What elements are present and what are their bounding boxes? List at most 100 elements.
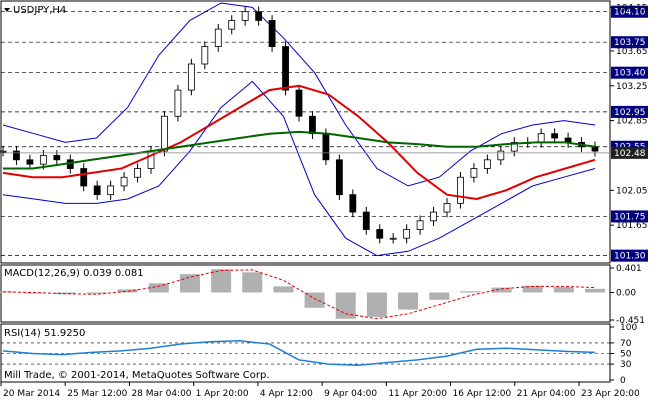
candle-body xyxy=(26,159,34,165)
price-level-label-box xyxy=(611,5,648,18)
macd-histogram-bar xyxy=(553,286,574,293)
candle-body xyxy=(322,133,330,161)
time-tick-label: 11 Apr 20:00 xyxy=(388,389,447,399)
candle-body xyxy=(53,155,61,161)
candle-body xyxy=(107,185,115,196)
ma-red-line xyxy=(2,84,596,201)
bollinger-upper-line xyxy=(2,2,596,187)
main-title: USDJPY,H4 xyxy=(13,5,66,16)
macd-histogram-bar xyxy=(429,292,450,300)
macd-histogram-bar xyxy=(491,287,512,293)
macd-tick-label: -0.451 xyxy=(616,316,645,326)
macd-tick-label: 0.00 xyxy=(616,288,636,298)
candle-body xyxy=(93,185,101,196)
time-axis: 20 Mar 2014 25 Mar 12:00 28 Mar 04:00 1 Apr… xyxy=(0,382,640,399)
macd-indicator xyxy=(0,269,605,320)
price-level-label: 103.75 xyxy=(614,38,646,48)
time-tick-label: 23 Apr 20:00 xyxy=(581,389,640,399)
price-tick-label: 104.15 xyxy=(616,3,648,13)
price-level-lines xyxy=(1,11,610,256)
price-level-label: 102.95 xyxy=(614,108,646,118)
price-level-label-box xyxy=(611,36,648,49)
candle-body xyxy=(537,133,545,143)
macd-signal-line xyxy=(2,269,596,320)
time-tick-label: 4 Apr 12:00 xyxy=(260,389,313,399)
macd-title: MACD(12,26,9) 0.039 0.081 xyxy=(4,268,144,279)
price-level-label-box xyxy=(611,105,648,118)
price-tick-label: 102.85 xyxy=(616,117,648,127)
macd-histogram-bar xyxy=(148,283,169,293)
time-tick-label: 1 Apr 20:00 xyxy=(196,389,249,399)
candle-body xyxy=(376,229,384,239)
rsi-tick-label: 100 xyxy=(620,323,637,333)
copyright: Mill Trade, © 2001-2014, MetaQuotes Soft… xyxy=(4,370,270,381)
current-price-box xyxy=(611,146,648,159)
candle-body xyxy=(510,141,518,152)
candle-body xyxy=(416,220,424,230)
macd-histogram-bar xyxy=(211,269,232,293)
candle-body xyxy=(187,63,195,91)
price-tick-label: 101.65 xyxy=(616,221,648,231)
candles xyxy=(0,6,599,244)
candle-body xyxy=(483,159,491,169)
price-level-label: 104.10 xyxy=(614,8,646,18)
macd-histogram-bar xyxy=(86,292,107,294)
candle-body xyxy=(403,229,411,239)
moving-averages xyxy=(2,84,596,201)
time-tick-label: 25 Mar 12:00 xyxy=(67,389,127,399)
candle-body xyxy=(335,159,343,196)
bollinger-lower-line xyxy=(2,80,596,257)
macd-histogram-bar xyxy=(335,292,356,319)
candle-body xyxy=(470,168,478,178)
candle-body xyxy=(443,202,451,213)
time-tick-label: 16 Apr 12:00 xyxy=(453,389,512,399)
macd-panel[interactable] xyxy=(0,264,611,323)
time-tick-label: 9 Apr 04:00 xyxy=(324,389,377,399)
candle-body xyxy=(241,11,249,21)
price-tick-label: 103.25 xyxy=(616,82,648,92)
price-level-label-box xyxy=(611,210,648,223)
candle-body xyxy=(174,89,182,117)
candle-body xyxy=(362,211,370,230)
rsi-indicator xyxy=(1,340,610,366)
macd-histogram-bar xyxy=(522,285,543,293)
time-tick-label: 28 Mar 04:00 xyxy=(131,389,191,399)
candle-body xyxy=(282,46,289,91)
ma-green-line xyxy=(3,130,596,170)
price-axis: 104.10103.75103.40102.95102.55101.75101.… xyxy=(610,3,648,262)
candle-body xyxy=(268,20,276,47)
price-level-label: 101.30 xyxy=(614,252,646,262)
macd-histogram-bar xyxy=(398,292,419,310)
time-tick-label: 21 Apr 04:00 xyxy=(517,389,576,399)
current-price-label: 102.48 xyxy=(614,149,646,159)
candle-body xyxy=(120,176,128,187)
candle-body xyxy=(134,168,141,178)
candle-body xyxy=(214,28,222,47)
candle-body xyxy=(0,150,7,153)
candle-body xyxy=(161,115,168,152)
macd-histogram-bar xyxy=(366,292,387,317)
main-chart-panel[interactable] xyxy=(0,0,611,264)
triangle-down-icon[interactable] xyxy=(4,8,10,12)
price-level-label: 101.75 xyxy=(614,212,646,222)
candle-body xyxy=(39,155,47,165)
candle-body xyxy=(295,89,303,117)
rsi-tick-label: 70 xyxy=(620,339,632,349)
price-tick-label: 103.65 xyxy=(616,47,648,57)
candle-body xyxy=(309,115,316,135)
price-level-label: 103.40 xyxy=(614,69,646,79)
macd-histogram-bar xyxy=(304,292,325,308)
macd-histogram-bar xyxy=(460,291,481,293)
rsi-tick-label: 50 xyxy=(620,350,632,360)
rsi-tick-label: 30 xyxy=(620,360,632,370)
candle-body xyxy=(389,237,397,240)
macd-axis: 0.401 0.00 -0.451 xyxy=(610,264,645,326)
bollinger-bands xyxy=(2,2,596,257)
candle-body xyxy=(457,176,464,204)
macd-tick-label: 0.401 xyxy=(616,264,642,274)
price-level-label-box xyxy=(611,66,648,79)
macd-histogram-bar xyxy=(585,288,605,293)
candle-body xyxy=(551,133,559,139)
